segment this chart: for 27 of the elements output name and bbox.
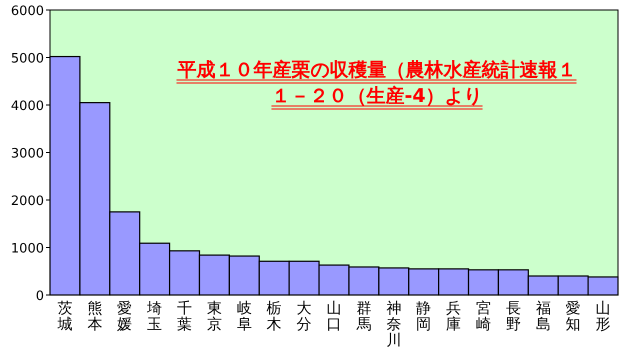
x-tick-label: 愛媛	[117, 299, 132, 333]
x-tick-label: 岐阜	[236, 299, 252, 333]
x-tick-label: 神奈川	[386, 299, 402, 349]
x-tick-label: 東京	[206, 299, 222, 333]
x-tick-label: 静岡	[416, 299, 432, 333]
x-tick-label: 福島	[536, 299, 551, 333]
x-tick-label: 熊本	[87, 299, 102, 333]
y-tick-label: 0	[36, 289, 44, 304]
x-tick-label: 埼玉	[146, 299, 162, 333]
x-tick-label: 栃木	[266, 299, 282, 333]
text: 平成１０年産栗の収穫量（農林水産統計速報１１－２０（生産-4）より	[176, 59, 576, 107]
x-tick-label: 千葉	[177, 299, 192, 333]
x-tick-label: 茨城	[56, 299, 72, 333]
x-tick-label: 群馬	[355, 299, 372, 333]
y-tick-label: 5000	[10, 52, 44, 66]
x-tick-label: 愛知	[566, 299, 581, 333]
x-tick-label: 長野	[506, 299, 521, 333]
y-tick-label: 3000	[10, 146, 44, 162]
y-tick-label: 2000	[10, 194, 44, 209]
x-tick-label: 山口	[326, 299, 342, 333]
y-tick-label: 1000	[10, 242, 44, 256]
x-tick-label: 大分	[296, 299, 312, 333]
x-tick-label: 宮崎	[476, 299, 491, 333]
y-tick-label: 6000	[10, 4, 44, 19]
x-tick-label: 山形	[596, 299, 611, 333]
y-tick-label: 4000	[10, 99, 44, 114]
x-tick-label: 兵庫	[446, 299, 462, 333]
